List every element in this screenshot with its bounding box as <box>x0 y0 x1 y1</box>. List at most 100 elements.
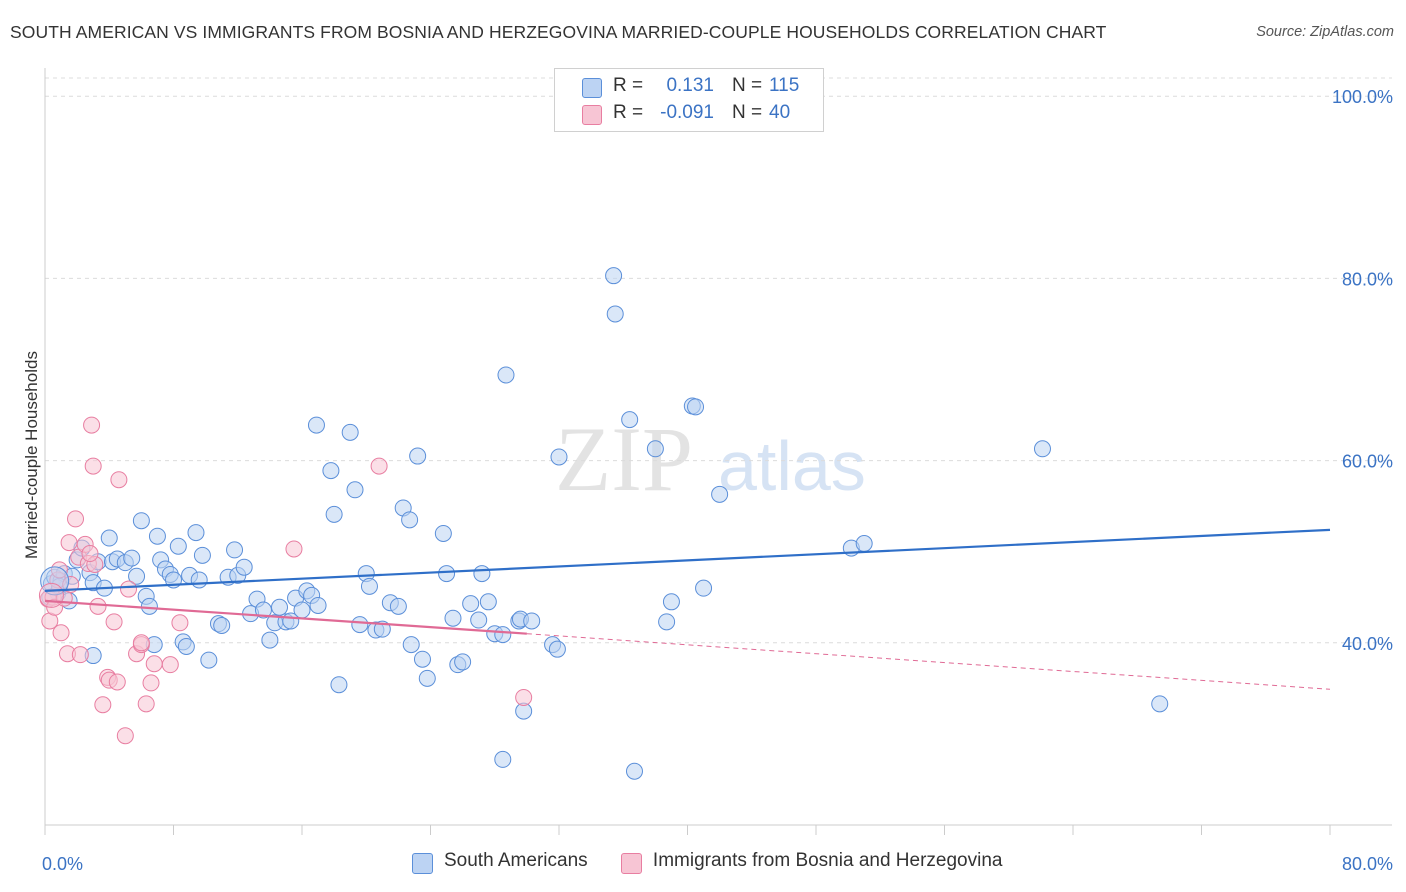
series-label-bosnia: Immigrants from Bosnia and Herzegovina <box>652 850 1003 871</box>
y-tick-label: 80.0% <box>1342 269 1393 289</box>
point-bosnia <box>60 534 78 552</box>
point-bosnia <box>52 624 70 642</box>
point-bosnia-cluster <box>38 582 64 608</box>
point-bosnia <box>161 656 179 674</box>
y-axis-label: Married-couple Households <box>22 351 41 559</box>
legend-n-value: 40 <box>769 102 791 123</box>
point-bosnia <box>105 613 123 631</box>
point-bosnia <box>142 674 160 692</box>
point-south-american <box>309 596 327 614</box>
point-south-american <box>550 448 568 466</box>
point-bosnia <box>94 696 112 714</box>
point-south-american <box>132 512 150 530</box>
point-south-american <box>454 653 472 671</box>
legend-row-bosnia: R = -0.091 N = 40 <box>555 101 823 127</box>
point-south-american <box>625 762 643 780</box>
trendline-bosnia-extension <box>526 633 1331 690</box>
series-legend-bosnia[interactable]: Immigrants from Bosnia and Herzegovina <box>620 850 1003 874</box>
point-south-american <box>662 593 680 611</box>
point-south-american <box>148 527 166 545</box>
point-south-american <box>413 650 431 668</box>
legend-row-south-americans: R = 0.131 N = 115 <box>555 74 823 100</box>
y-tick-label: 60.0% <box>1342 452 1393 472</box>
trendline-bosnia <box>44 599 527 635</box>
legend-swatch-blue <box>582 78 602 98</box>
correlation-legend: R = 0.131 N = 115 R = -0.091 N = 40 <box>554 68 824 132</box>
point-south-american <box>330 676 348 694</box>
point-south-american <box>687 398 705 416</box>
point-south-american <box>389 597 407 615</box>
point-bosnia <box>132 634 150 652</box>
point-south-american <box>409 447 427 465</box>
point-south-american <box>293 601 311 619</box>
legend-r-label: R = <box>613 75 644 96</box>
point-south-american <box>271 598 289 616</box>
point-south-american <box>100 529 118 547</box>
point-south-american <box>494 626 512 644</box>
legend-swatch-pink <box>582 105 602 125</box>
point-south-american <box>646 440 664 458</box>
point-south-american <box>548 640 566 658</box>
point-south-american-cluster <box>40 566 70 596</box>
point-bosnia <box>171 614 189 632</box>
point-bosnia <box>370 457 388 475</box>
point-south-american <box>711 485 729 503</box>
series-swatch-pink <box>620 853 642 874</box>
point-south-american <box>479 593 497 611</box>
point-south-american <box>226 541 244 559</box>
point-south-american <box>128 567 146 585</box>
series-swatch-blue <box>412 853 433 874</box>
point-south-american <box>418 669 436 687</box>
x-tick-label: 80.0% <box>1342 854 1393 874</box>
point-south-american <box>322 462 340 480</box>
point-south-american <box>261 631 279 649</box>
legend-n-label: N = <box>732 102 763 123</box>
point-south-american <box>523 612 541 630</box>
point-bosnia <box>116 727 134 745</box>
watermark-atlas: atlas <box>718 427 866 505</box>
point-bosnia <box>145 655 163 673</box>
source-label: Source: ZipAtlas.com <box>1256 24 1394 40</box>
chart-title: SOUTH AMERICAN VS IMMIGRANTS FROM BOSNIA… <box>10 22 1107 42</box>
point-bosnia <box>83 416 101 434</box>
point-south-american <box>169 537 187 555</box>
point-south-american <box>605 267 623 285</box>
point-bosnia <box>285 540 303 558</box>
legend-n-label: N = <box>732 75 763 96</box>
point-south-american <box>307 416 325 434</box>
point-south-american <box>855 535 873 553</box>
legend-r-value: -0.091 <box>660 102 714 123</box>
point-south-american <box>494 750 512 768</box>
point-south-american <box>360 577 378 595</box>
point-bosnia <box>108 673 126 691</box>
point-south-american <box>695 579 713 597</box>
y-tick-label: 40.0% <box>1342 634 1393 654</box>
legend-n-value: 115 <box>769 75 800 96</box>
point-south-american <box>497 366 515 384</box>
point-south-american <box>402 636 420 654</box>
point-bosnia <box>84 457 102 475</box>
point-south-american <box>123 549 141 567</box>
point-south-american <box>254 601 272 619</box>
point-south-american <box>213 616 231 634</box>
point-south-american <box>462 595 480 613</box>
point-bosnia <box>110 471 128 489</box>
legend-r-label: R = <box>613 102 644 123</box>
point-bosnia <box>67 510 85 528</box>
point-bosnia <box>515 688 533 706</box>
point-south-american <box>325 505 343 523</box>
series-legend-south-americans[interactable]: South Americans <box>412 850 588 874</box>
point-south-american <box>1033 440 1051 458</box>
point-south-american <box>621 411 639 429</box>
point-south-american <box>341 423 359 441</box>
point-south-american <box>434 524 452 542</box>
point-south-american <box>444 609 462 627</box>
point-south-american <box>658 613 676 631</box>
point-bosnia <box>89 597 107 615</box>
trendline-south-americans <box>44 528 1331 592</box>
point-south-american <box>235 558 253 576</box>
y-tick-label: 100.0% <box>1332 87 1393 107</box>
point-south-american <box>187 524 205 542</box>
series-label-south-americans: South Americans <box>444 850 588 871</box>
